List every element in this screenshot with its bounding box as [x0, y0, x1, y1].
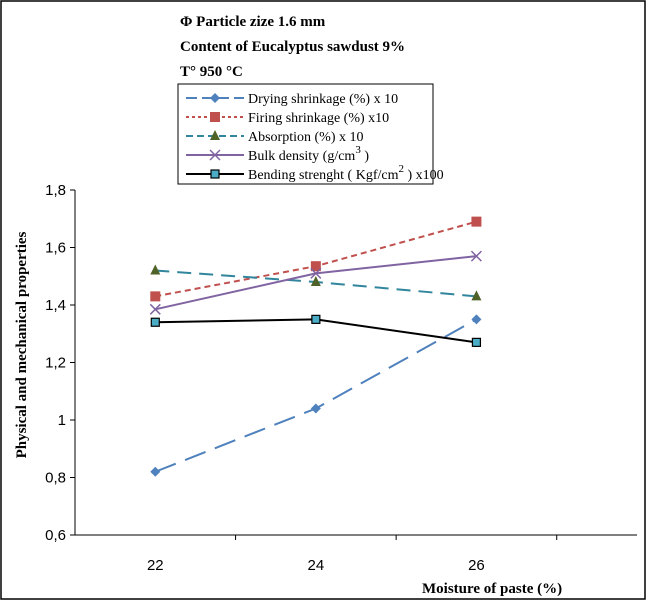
data-point — [150, 317, 160, 327]
y-tick-label: 1,4 — [45, 297, 66, 314]
data-point — [310, 261, 321, 272]
legend-label: Drying shrinkage (%) x 10 — [248, 92, 398, 107]
legend-marker — [209, 149, 221, 161]
data-point — [310, 403, 321, 414]
legend-marker — [210, 130, 220, 140]
y-tick-label: 0,6 — [45, 527, 66, 544]
legend-label: Bending strenght ( Kgf/cm2 ) x100 — [248, 163, 444, 183]
header-line-1: Φ Particle zize 1.6 mm — [180, 14, 326, 30]
legend-box — [177, 83, 434, 185]
data-point — [150, 466, 161, 477]
y-axis-label: Physical and mechanical properties — [14, 231, 30, 458]
data-point — [471, 314, 482, 325]
data-point — [470, 250, 482, 262]
data-point — [310, 267, 322, 279]
legend-label: Absorption (%) x 10 — [248, 130, 364, 145]
x-tick-label: 22 — [147, 557, 164, 574]
data-point — [311, 314, 321, 324]
y-tick-label: 1 — [58, 412, 66, 429]
data-point — [471, 337, 482, 347]
plot-area: 0,6 0,8 1 1,2 1,4 1,6 1,8 22 24 26 — [45, 182, 637, 574]
legend-marker — [210, 112, 220, 122]
data-point — [471, 290, 482, 301]
y-tick-label: 1,2 — [45, 355, 66, 372]
data-point — [310, 276, 321, 286]
y-tick-label: 0,8 — [45, 470, 66, 487]
data-point — [471, 216, 482, 227]
data-point — [150, 291, 161, 302]
x-tick-label: 24 — [308, 557, 325, 574]
chart-header: Φ Particle zize 1.6 mm Content of Eucaly… — [180, 14, 405, 80]
legend-label: Bulk density (g/cm3 ) — [248, 144, 369, 164]
x-axis-label: Moisture of paste (%) — [422, 581, 562, 597]
data-point — [150, 264, 161, 275]
legend-marker — [210, 93, 220, 103]
y-tick-label: 1,8 — [45, 182, 66, 199]
header-line-2: Content of Eucalyptus sawdust 9% — [180, 39, 405, 55]
data-point — [149, 303, 161, 315]
y-tick-label: 1,6 — [45, 240, 66, 257]
legend: Drying shrinkage (%) x 10 Firing shrinkag… — [177, 83, 444, 185]
x-tick-label: 26 — [468, 557, 485, 574]
legend-marker — [210, 169, 220, 179]
header-line-3: T° 950 °C — [180, 64, 243, 80]
legend-label: Firing shrinkage (%) x10 — [248, 111, 389, 126]
